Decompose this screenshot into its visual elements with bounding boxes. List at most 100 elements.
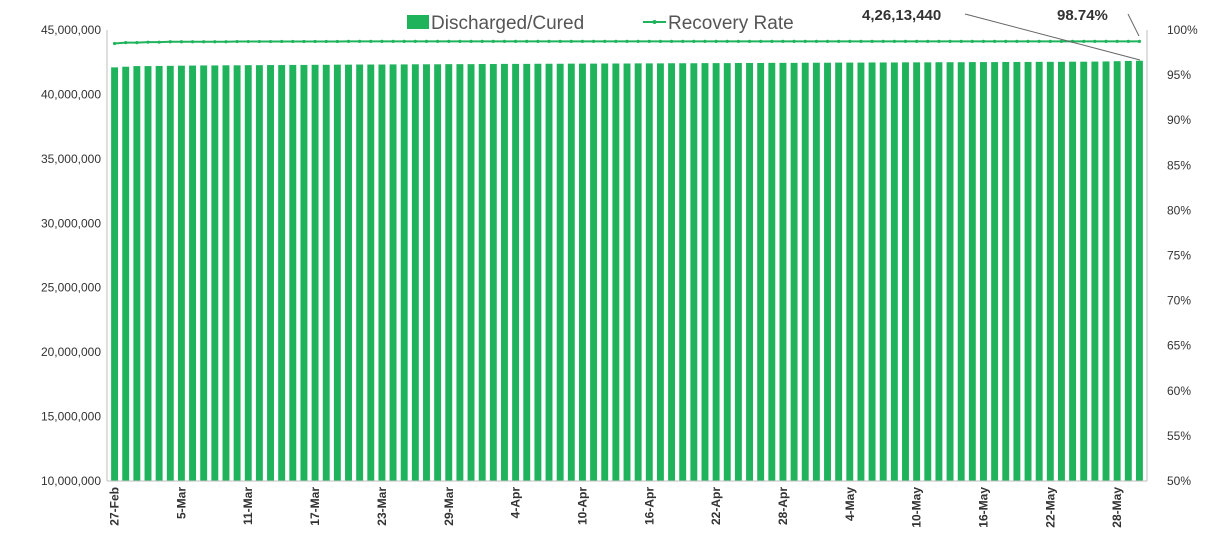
legend: Discharged/Cured Recovery Rate (407, 13, 794, 34)
bar (244, 65, 252, 482)
recovery-rate-point (681, 39, 685, 43)
recovery-rate-point (268, 39, 273, 44)
recovery-rate-point (413, 39, 417, 43)
recovery-rate-point (112, 41, 117, 46)
recovery-rate-point (725, 39, 729, 43)
bar (734, 62, 742, 482)
y-tick-label: 45,000,000 (41, 23, 101, 37)
recovery-rate-point (302, 39, 306, 44)
recovery-rate-point (736, 39, 741, 43)
bar (668, 63, 676, 481)
bar (835, 62, 843, 481)
bar (523, 63, 531, 481)
bar (300, 64, 308, 482)
recovery-rate-point (402, 39, 406, 43)
recovery-rate-point (859, 39, 863, 43)
legend-label-discharged: Discharged/Cured (431, 13, 584, 34)
recovery-rate-point (514, 39, 518, 43)
bar (913, 62, 921, 482)
legend-swatch-discharged (407, 15, 429, 29)
recovery-rate-point (224, 40, 228, 44)
bar (311, 64, 319, 481)
bar (590, 63, 598, 481)
legend-label-recovery-rate: Recovery Rate (668, 13, 794, 34)
bar (1113, 61, 1121, 482)
bar (701, 63, 709, 482)
bar (679, 63, 687, 481)
y2-tick-label: 85% (1167, 158, 1191, 172)
recovery-rate-point (536, 39, 540, 43)
y2-tick-label: 50% (1167, 474, 1191, 488)
bar (177, 65, 185, 481)
recovery-rate-point (1037, 39, 1041, 43)
x-tick-label: 22-May (1043, 487, 1057, 528)
recovery-rate-point (580, 39, 585, 43)
bar (612, 63, 620, 481)
bar (768, 62, 776, 482)
recovery-rate-point (291, 39, 295, 44)
bar (1091, 61, 1099, 481)
recovery-rate-point (124, 41, 128, 45)
bar (122, 66, 130, 481)
recovery-rate-point (603, 39, 607, 43)
y2-tick-label: 55% (1167, 429, 1191, 443)
bar (255, 65, 263, 482)
recovery-rate-point (458, 39, 462, 43)
recovery-rate-point (324, 39, 328, 44)
bar (746, 62, 753, 482)
recovery-rate-point (658, 39, 663, 43)
bar (200, 65, 208, 481)
bar (712, 63, 720, 482)
bar (155, 65, 163, 481)
bar (367, 64, 375, 481)
recovery-rate-point (1115, 39, 1119, 43)
callouts: 4,26,13,440 98.74% (862, 7, 1141, 61)
bar (512, 63, 520, 481)
bar (144, 66, 152, 481)
y2-tick-label: 75% (1167, 249, 1191, 263)
bar (757, 62, 765, 482)
bar (857, 62, 865, 481)
bar (935, 62, 943, 482)
recovery-rate-point (1126, 39, 1130, 43)
bar (645, 63, 653, 482)
bar (445, 64, 453, 482)
bar (1102, 61, 1110, 481)
recovery-rate-point (380, 39, 384, 43)
x-tick-label: 17-Mar (308, 487, 322, 526)
recovery-rate-point (547, 39, 551, 43)
bar (389, 64, 397, 482)
recovery-rate-point (970, 39, 974, 43)
bar (233, 65, 241, 481)
recovery-rate-point (926, 39, 930, 43)
recovery-rate-point (937, 39, 941, 43)
recovery-rate-point (759, 39, 763, 43)
x-tick-label: 28-May (1110, 487, 1124, 528)
recovery-rate-point (747, 39, 752, 43)
bar-series (111, 60, 1143, 482)
recovery-rate-point (391, 39, 395, 43)
recovery-rate-point (369, 39, 373, 43)
bar (801, 62, 809, 481)
recovery-rate-point (447, 39, 451, 43)
recovery-rate-point (803, 39, 807, 43)
recovery-rate-point (903, 39, 908, 43)
recovery-rate-point (714, 39, 718, 43)
bar (879, 62, 887, 481)
bar (1069, 61, 1077, 481)
bar (1080, 61, 1088, 481)
bar (333, 64, 341, 481)
bar (567, 63, 575, 481)
recovery-rate-point (1059, 39, 1064, 43)
line-series (112, 39, 1142, 46)
bar (222, 65, 230, 481)
bar (345, 64, 352, 481)
callout-recovery-leader (1127, 13, 1140, 37)
recovery-rate-point (1082, 39, 1086, 43)
recovery-rate-point (669, 39, 674, 43)
bar (189, 65, 197, 481)
recovery-rate-point (346, 39, 351, 43)
callout-discharged-leader (964, 13, 1141, 61)
bar (812, 62, 820, 481)
